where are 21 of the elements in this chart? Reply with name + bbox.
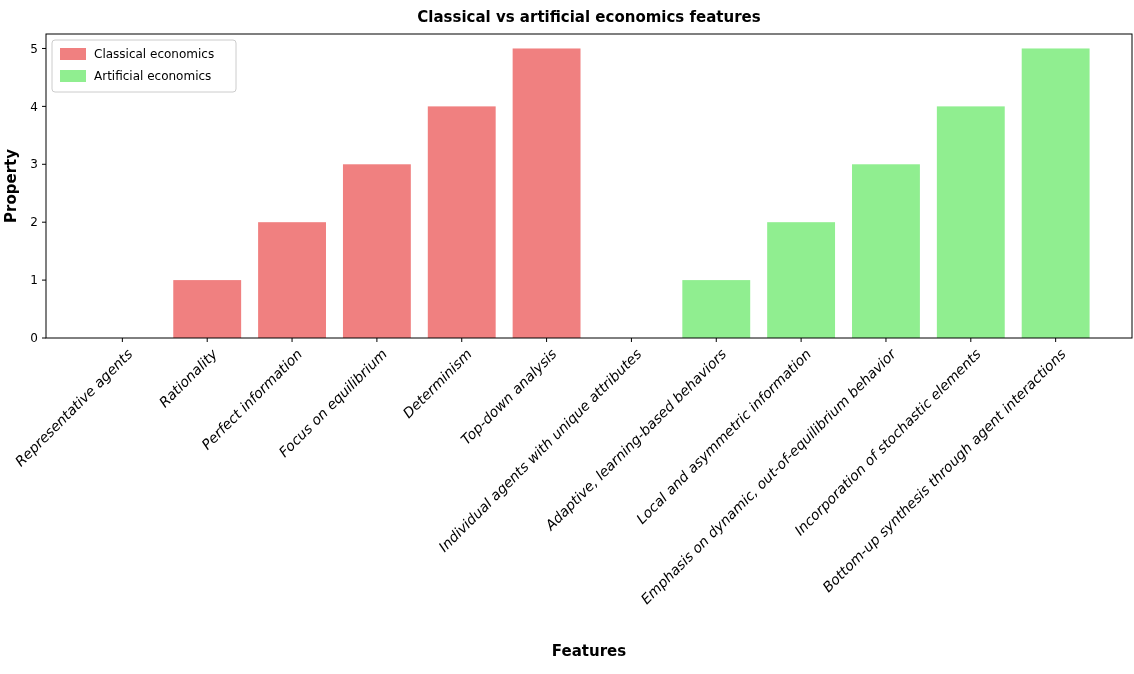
y-tick-label: 1: [30, 273, 38, 288]
bar: [852, 164, 920, 338]
y-axis-title: Property: [2, 148, 20, 223]
bar: [936, 106, 1005, 338]
legend-label: Artificial economics: [94, 69, 212, 84]
bar: [427, 106, 496, 338]
y-tick-label: 5: [30, 41, 38, 56]
y-tick-label: 0: [30, 331, 38, 346]
x-axis-title: Features: [551, 642, 627, 660]
chart-title: Classical vs artificial economics features: [417, 8, 761, 26]
bar: [342, 164, 411, 338]
y-tick-label: 3: [30, 157, 38, 172]
y-tick-label: 2: [30, 215, 38, 230]
legend-label: Classical economics: [94, 47, 215, 62]
bar: [1021, 48, 1090, 338]
bar: [767, 222, 836, 338]
bar: [258, 222, 326, 338]
bar: [173, 280, 242, 338]
bar: [512, 48, 581, 338]
bar: [682, 280, 751, 338]
y-tick-label: 4: [30, 99, 38, 114]
